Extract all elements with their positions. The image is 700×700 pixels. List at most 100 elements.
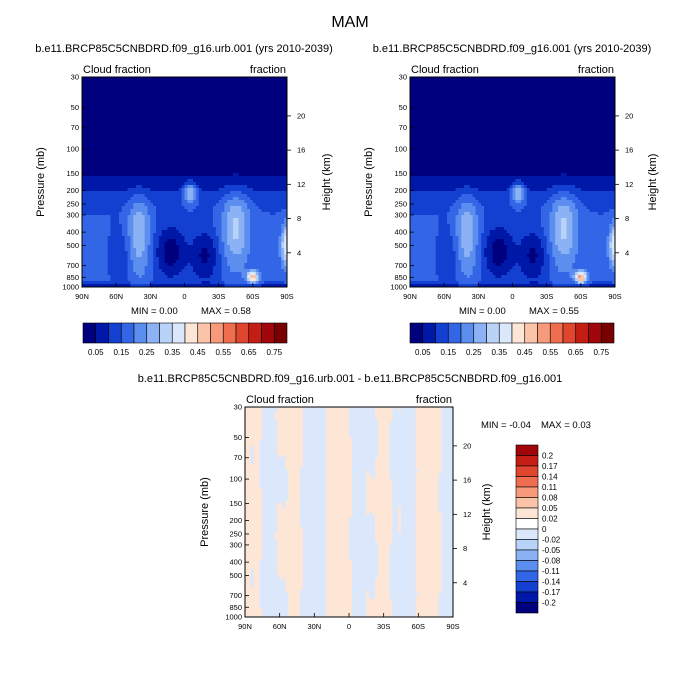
field-cell xyxy=(195,155,200,159)
field-cell xyxy=(87,188,91,192)
field-cell xyxy=(107,107,111,111)
field-cell xyxy=(87,212,91,216)
field-cell xyxy=(235,128,239,132)
field-cell xyxy=(82,275,86,279)
field-cell xyxy=(113,119,117,123)
field-cell xyxy=(101,245,106,249)
field-cell xyxy=(178,263,183,267)
field-cell xyxy=(181,137,185,141)
field-cell xyxy=(238,257,242,261)
field-cell xyxy=(284,248,288,252)
field-cell xyxy=(158,215,163,219)
field-cell xyxy=(153,242,157,246)
field-cell xyxy=(210,209,214,213)
field-cell xyxy=(224,227,228,231)
field-cell xyxy=(221,281,225,285)
field-cell xyxy=(218,113,222,117)
field-cell xyxy=(249,209,254,213)
field-cell xyxy=(258,188,262,192)
field-cell xyxy=(167,104,171,108)
field-cell xyxy=(244,260,248,264)
field-cell xyxy=(167,278,171,282)
field-cell xyxy=(104,191,109,195)
field-cell xyxy=(144,203,148,207)
field-cell xyxy=(138,125,143,129)
field-cell xyxy=(252,164,257,168)
field-cell xyxy=(272,215,277,219)
field-cell xyxy=(238,197,242,201)
field-cell xyxy=(170,272,174,276)
field-cell xyxy=(187,128,191,132)
field-cell xyxy=(198,200,202,204)
field-cell xyxy=(190,140,194,144)
field-cell xyxy=(147,86,151,90)
field-cell xyxy=(107,149,111,153)
field-cell xyxy=(175,161,180,165)
field-cell xyxy=(195,182,200,186)
field-cell xyxy=(252,197,257,201)
field-cell xyxy=(284,191,288,195)
field-cell xyxy=(96,137,100,141)
field-cell xyxy=(195,194,200,198)
field-cell xyxy=(173,200,177,204)
field-cell xyxy=(107,128,111,132)
field-cell xyxy=(235,275,239,279)
field-cell xyxy=(238,266,242,270)
field-cell xyxy=(278,275,282,279)
field-cell xyxy=(144,209,148,213)
field-cell xyxy=(261,104,265,108)
field-cell xyxy=(272,104,277,108)
field-cell xyxy=(227,281,231,285)
field-cell xyxy=(173,161,177,165)
field-cell xyxy=(284,146,288,150)
field-cell xyxy=(247,260,251,264)
field-cell xyxy=(178,197,183,201)
field-cell xyxy=(153,128,157,132)
field-cell xyxy=(136,248,140,252)
field-cell xyxy=(113,122,117,126)
field-cell xyxy=(141,272,146,276)
field-cell xyxy=(144,182,148,186)
field-cell xyxy=(244,77,248,81)
field-cell xyxy=(150,197,154,201)
field-cell xyxy=(130,134,134,138)
field-cell xyxy=(238,254,242,258)
field-cell xyxy=(230,266,234,270)
field-cell xyxy=(156,218,160,222)
field-cell xyxy=(87,230,91,234)
field-cell xyxy=(113,221,117,225)
field-cell xyxy=(93,251,97,255)
field-cell xyxy=(110,227,114,231)
field-cell xyxy=(210,92,214,96)
field-cell xyxy=(212,221,217,225)
field-cell xyxy=(161,107,165,111)
field-cell xyxy=(224,98,228,102)
field-cell xyxy=(127,155,131,159)
field-cell xyxy=(275,149,279,153)
field-cell xyxy=(215,176,220,180)
field-cell xyxy=(252,77,257,81)
field-cell xyxy=(195,77,200,81)
field-cell xyxy=(187,155,191,159)
field-cell xyxy=(212,245,217,249)
field-cell xyxy=(264,257,268,261)
field-cell xyxy=(164,188,168,192)
field-cell xyxy=(221,86,225,90)
field-cell xyxy=(227,137,231,141)
field-cell xyxy=(281,200,285,204)
field-cell xyxy=(158,182,163,186)
field-cell xyxy=(150,269,154,273)
field-cell xyxy=(156,191,160,195)
field-cell xyxy=(99,77,103,81)
field-cell xyxy=(224,248,228,252)
field-cell xyxy=(238,92,242,96)
field-cell xyxy=(84,80,89,84)
field-cell xyxy=(113,251,117,255)
field-cell xyxy=(215,113,220,117)
field-cell xyxy=(198,194,202,198)
field-cell xyxy=(252,125,257,129)
field-cell xyxy=(218,179,222,183)
field-cell xyxy=(164,200,168,204)
field-cell xyxy=(104,227,109,231)
field-cell xyxy=(238,215,242,219)
